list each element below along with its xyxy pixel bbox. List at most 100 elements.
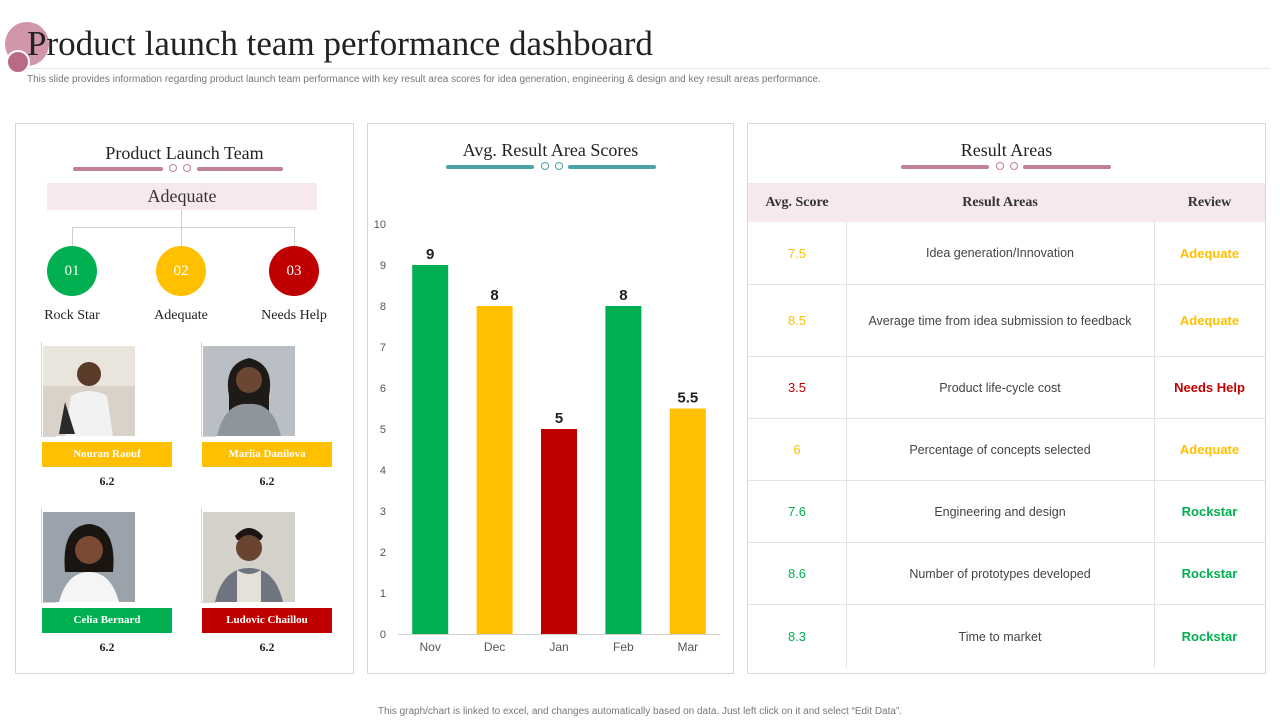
tree-leg-3 [294, 227, 295, 247]
tree-stem [181, 210, 182, 227]
x-tick-label: Nov [420, 640, 441, 654]
row-score: 7.6 [787, 504, 807, 519]
y-tick-label: 10 [374, 219, 386, 231]
data-label: 8 [490, 287, 498, 304]
row-review: Adequate [1179, 313, 1240, 328]
member-name-tag: Celia Bernard [42, 608, 172, 633]
bar-mar [669, 408, 706, 634]
row-result-area: Number of prototypes developed [909, 566, 1091, 581]
member-score: 6.2 [99, 474, 115, 488]
y-tick-label: 3 [380, 506, 386, 518]
table-row: 6 Percentage of concepts selected Adequate [748, 419, 1265, 481]
row-result-area: Idea generation/Innovation [925, 246, 1075, 260]
row-result-area: Product life-cycle cost [939, 380, 1061, 395]
table-row: 8.3 Time to market Rockstar [748, 605, 1265, 668]
member-card: Nouran Raouf 6.2 [41, 342, 191, 492]
member-card: Ludovic Chaillou 6.2 [201, 508, 351, 658]
row-review: Adequate [1179, 245, 1240, 261]
row-review: Adequate [1179, 442, 1240, 457]
team-panel: Product Launch Team Adequate 01 02 03 Ro… [15, 123, 354, 674]
row-score: 3.5 [787, 380, 807, 395]
team-panel-title: Product Launch Team [105, 143, 264, 163]
row-result-area: Average time from idea submission to fee… [868, 313, 1132, 328]
bar-chart: 0 1 2 3 4 5 6 7 8 9 10 9 8 5 8 5.5 Nov Dec Jan Feb Mar [374, 219, 720, 654]
row-review: Rockstar [1181, 504, 1238, 519]
column-header-review: Review [1187, 195, 1232, 210]
x-tick-label: Jan [549, 640, 568, 654]
bar-dec [476, 306, 513, 634]
tree-leg-1 [72, 227, 73, 247]
row-result-area: Engineering and design [934, 504, 1066, 519]
bar-jan [541, 429, 577, 634]
table-row: 8.5 Average time from idea submission to … [748, 285, 1265, 357]
results-panel: Result Areas Avg. Score Result Areas Rev… [747, 123, 1266, 674]
member-score: 6.2 [259, 640, 275, 654]
row-score: 7.5 [787, 245, 807, 261]
member-name-tag: Mariia Danilova [202, 442, 332, 467]
member-card: Mariia Danilova 6.2 [201, 342, 351, 492]
bar-feb [605, 306, 642, 634]
member-score: 6.2 [259, 474, 275, 488]
category-label-adequate: Adequate [154, 308, 208, 323]
row-score: 8.6 [787, 566, 807, 581]
member-name-tag: Ludovic Chaillou [202, 608, 332, 633]
row-review: Rockstar [1181, 629, 1238, 644]
decorative-circle-small [6, 50, 30, 74]
tree-leg-2 [181, 227, 182, 247]
data-label: 5 [555, 410, 563, 427]
x-tick-label: Dec [484, 640, 505, 654]
y-tick-label: 7 [380, 342, 386, 354]
page-subtitle: This slide provides information regardin… [27, 74, 821, 85]
bar-nov [412, 265, 449, 634]
category-circle-needs-help: 03 [269, 246, 319, 296]
data-label: 8 [619, 287, 627, 304]
results-panel-title: Result Areas [960, 140, 1053, 160]
category-label-rock-star: Rock Star [44, 308, 100, 323]
column-divider [1154, 222, 1155, 668]
data-label: 5.5 [677, 390, 698, 407]
chart-panel-divider [446, 162, 656, 172]
y-tick-label: 8 [380, 301, 386, 313]
chart-panel: Avg. Result Area Scores 0 1 2 3 4 5 6 7 8 9 10 9 8 5… [367, 123, 734, 674]
column-header-avg-score: Avg. Score [765, 195, 829, 210]
y-tick-label: 4 [380, 465, 386, 477]
team-rating-bar: Adequate [47, 183, 317, 210]
chart-title: Avg. Result Area Scores [462, 140, 639, 160]
member-name-tag: Nouran Raouf [42, 442, 172, 467]
y-tick-label: 5 [380, 424, 386, 436]
member-photo [203, 346, 295, 436]
row-review: Needs Help [1174, 380, 1245, 395]
y-tick-label: 9 [380, 260, 386, 272]
member-photo [43, 512, 135, 602]
title-underline [27, 68, 1270, 69]
row-result-area: Time to market [958, 629, 1042, 644]
table-row: 8.6 Number of prototypes developed Rocksta… [748, 543, 1265, 605]
row-score: 8.3 [787, 629, 807, 644]
x-tick-label: Feb [613, 640, 634, 654]
category-circle-adequate: 02 [156, 246, 206, 296]
x-tick-label: Mar [677, 640, 698, 654]
y-tick-label: 0 [380, 629, 386, 641]
row-score: 6 [793, 442, 801, 457]
y-tick-label: 6 [380, 383, 386, 395]
page-title: Product launch team performance dashboar… [27, 24, 653, 63]
member-card: Celia Bernard 6.2 [41, 508, 191, 658]
member-photo [203, 512, 295, 602]
table-row: 3.5 Product life-cycle cost Needs Help [748, 357, 1265, 419]
row-score: 8.5 [787, 313, 807, 328]
table-row: 7.6 Engineering and design Rockstar [748, 481, 1265, 543]
table-row: 7.5 Idea generation/Innovation Adequate [748, 222, 1265, 285]
footnote: This graph/chart is linked to excel, and… [377, 706, 903, 717]
category-label-needs-help: Needs Help [261, 308, 327, 323]
results-panel-divider [901, 162, 1111, 172]
y-tick-label: 1 [380, 588, 386, 600]
category-circle-rock-star: 01 [47, 246, 97, 296]
row-result-area: Percentage of concepts selected [909, 442, 1091, 457]
tree-branch [72, 227, 294, 228]
results-table-header: Avg. Score Result Areas Review [748, 183, 1265, 222]
row-review: Rockstar [1181, 566, 1238, 581]
column-header-result-areas: Result Areas [962, 195, 1038, 210]
column-divider [846, 222, 847, 668]
member-photo [43, 346, 135, 436]
data-label: 9 [426, 246, 434, 263]
